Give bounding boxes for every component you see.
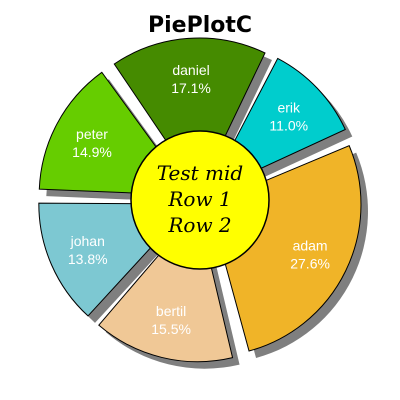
slice-label-erik: erik <box>277 100 301 116</box>
slice-pct-erik: 11.0% <box>269 118 308 134</box>
slice-pct-peter: 14.9% <box>72 144 112 160</box>
slice-label-bertil: bertil <box>156 303 186 319</box>
slice-label-peter: peter <box>76 126 108 142</box>
center-text-line-3: Row 2 <box>167 213 231 237</box>
slice-pct-daniel: 17.1% <box>171 80 211 96</box>
slice-pct-adam: 27.6% <box>290 256 330 272</box>
slice-pct-johan: 13.8% <box>68 251 108 267</box>
slice-label-adam: adam <box>293 238 328 254</box>
slice-pct-bertil: 15.5% <box>151 321 191 337</box>
center-text-line-1: Test mid <box>157 161 243 185</box>
slice-label-johan: johan <box>70 233 105 249</box>
center-text-line-2: Row 1 <box>167 187 231 211</box>
chart-title: PiePlotC <box>148 13 252 38</box>
slice-label-daniel: daniel <box>172 62 209 78</box>
